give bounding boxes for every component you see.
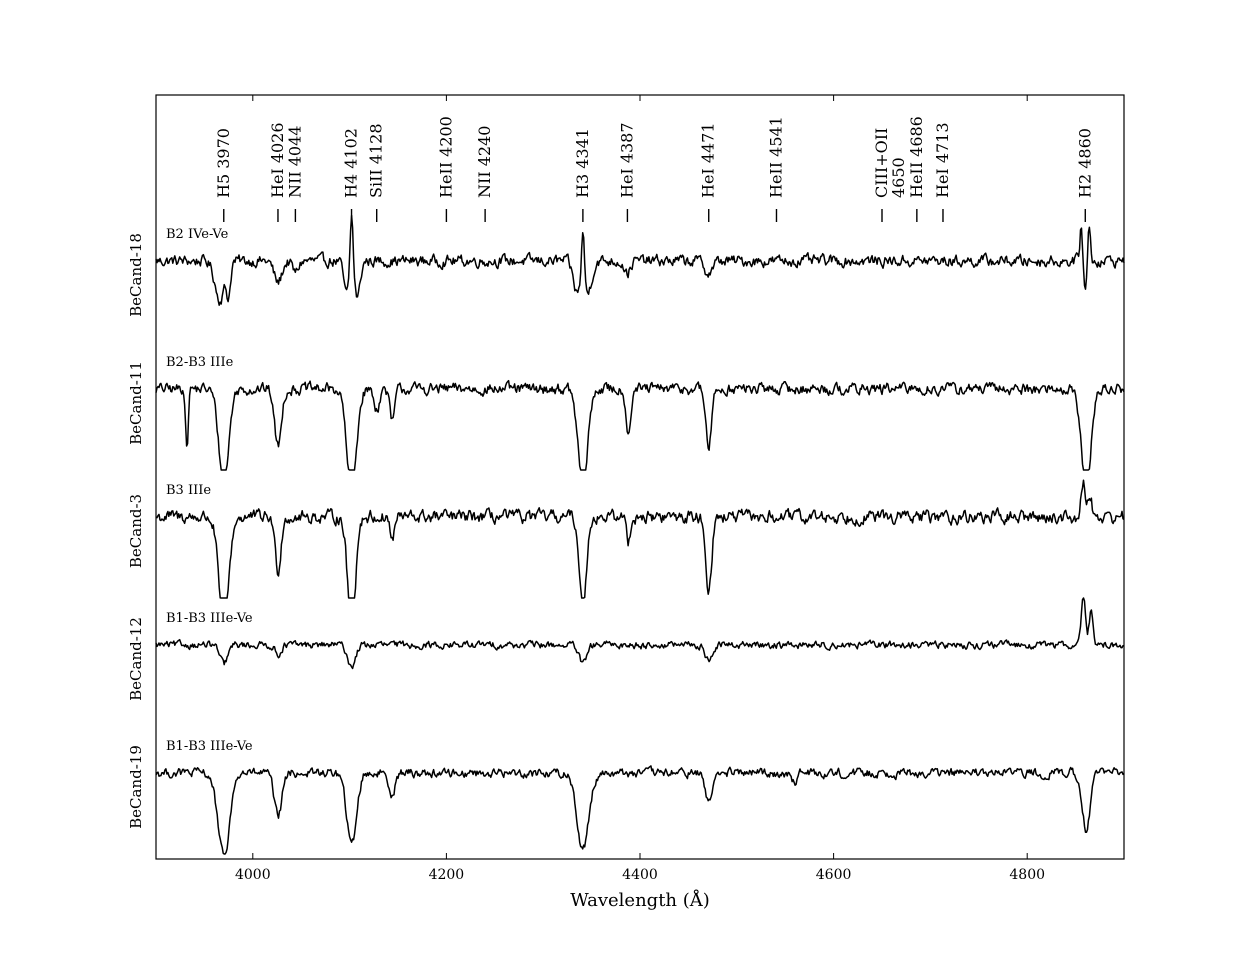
spectrum-line — [155, 479, 1125, 599]
x-tick-label: 4800 — [1009, 867, 1045, 883]
spectrum-line — [155, 379, 1125, 471]
x-tick-label: 4000 — [235, 867, 271, 883]
x-tick-label: 4600 — [816, 867, 852, 883]
spectral-type-label: B1-B3 IIIe-Ve — [166, 739, 253, 754]
series-name-label: BeCand-12 — [127, 617, 145, 701]
x-tick-label: 4400 — [622, 867, 658, 883]
line-id-label: H2 4860 — [1075, 128, 1094, 198]
spectral-type-label: B3 IIIe — [166, 483, 211, 498]
line-id-label: HeI 4713 — [933, 122, 952, 198]
spectrum-line — [155, 214, 1125, 306]
line-id-label: SiII 4128 — [367, 123, 386, 198]
line-id-label: H3 4341 — [573, 128, 592, 198]
line-id-label: NII 4240 — [475, 126, 494, 198]
spectral-type-label: B2 IVe-Ve — [166, 227, 229, 242]
plot-frame — [155, 94, 1125, 860]
series-name-label: BeCand-3 — [127, 494, 145, 568]
series-name-label: BeCand-11 — [127, 361, 145, 445]
x-tick-label: 4200 — [429, 867, 465, 883]
spectra-layer — [155, 214, 1125, 855]
x-axis-label: Wavelength (Å) — [570, 889, 710, 911]
series-labels: BeCand-18 B2 IVe-Ve BeCand-11 B2-B3 IIIe BeC… — [127, 227, 253, 829]
line-id-label: NII 4044 — [285, 126, 304, 198]
line-id-label: HeI 4026 — [268, 122, 287, 198]
line-id-label: HeI 4471 — [699, 122, 718, 198]
line-id-label: H4 4102 — [342, 128, 361, 198]
spectral-type-label: B1-B3 IIIe-Ve — [166, 611, 253, 626]
series-name-label: BeCand-18 — [127, 233, 145, 317]
line-id-label: H5 3970 — [214, 128, 233, 198]
line-id-label-2: 4650 — [889, 157, 908, 198]
line-id-label: HeII 4686 — [907, 116, 926, 198]
line-id-label: HeII 4541 — [766, 116, 785, 198]
spectral-type-label: B2-B3 IIIe — [166, 355, 234, 370]
line-id-label: HeII 4200 — [436, 116, 455, 198]
spectrum-line — [155, 765, 1125, 855]
line-id-label: CIII+OII — [872, 128, 891, 198]
series-name-label: BeCand-19 — [127, 745, 145, 829]
spectrum-line — [155, 597, 1125, 670]
x-axis: 4000 4200 4400 4600 4800 — [235, 95, 1045, 883]
line-id-label: HeI 4387 — [617, 122, 636, 198]
